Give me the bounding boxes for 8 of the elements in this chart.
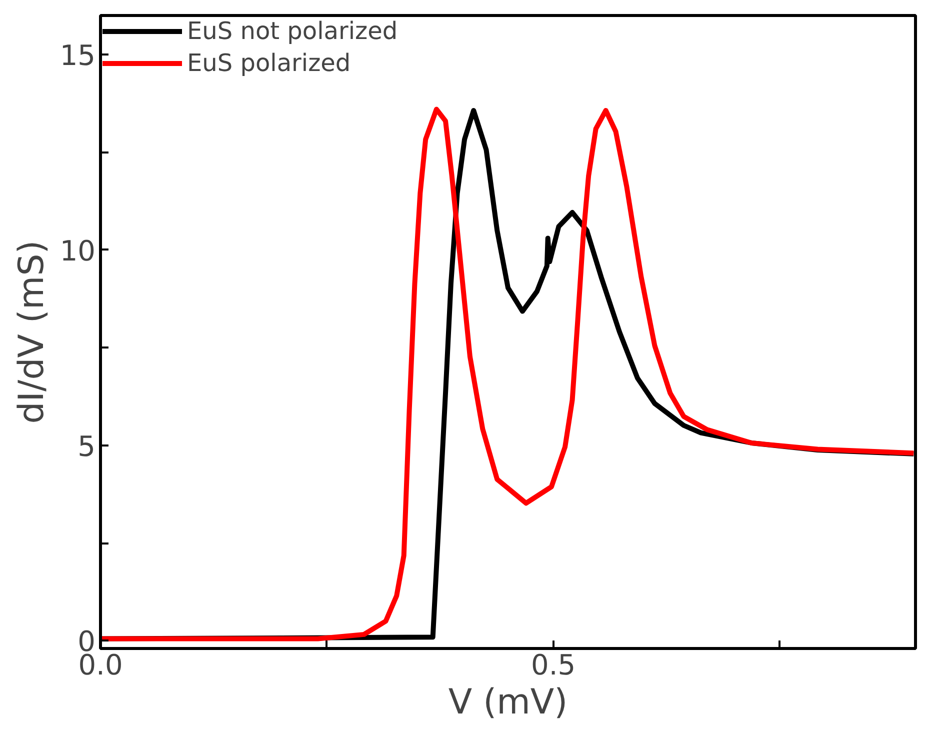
y-tick-label: 5 xyxy=(78,430,96,463)
y-axis-title: dI/dV (mS) xyxy=(12,240,52,424)
legend-label: EuS not polarized xyxy=(187,17,398,45)
legend-label: EuS polarized xyxy=(187,49,351,77)
x-tick-label: 0.5 xyxy=(531,648,576,682)
x-axis-title: V (mV) xyxy=(448,682,568,722)
y-tick-label: 15 xyxy=(60,39,96,72)
y-tick-label: 10 xyxy=(60,234,96,268)
